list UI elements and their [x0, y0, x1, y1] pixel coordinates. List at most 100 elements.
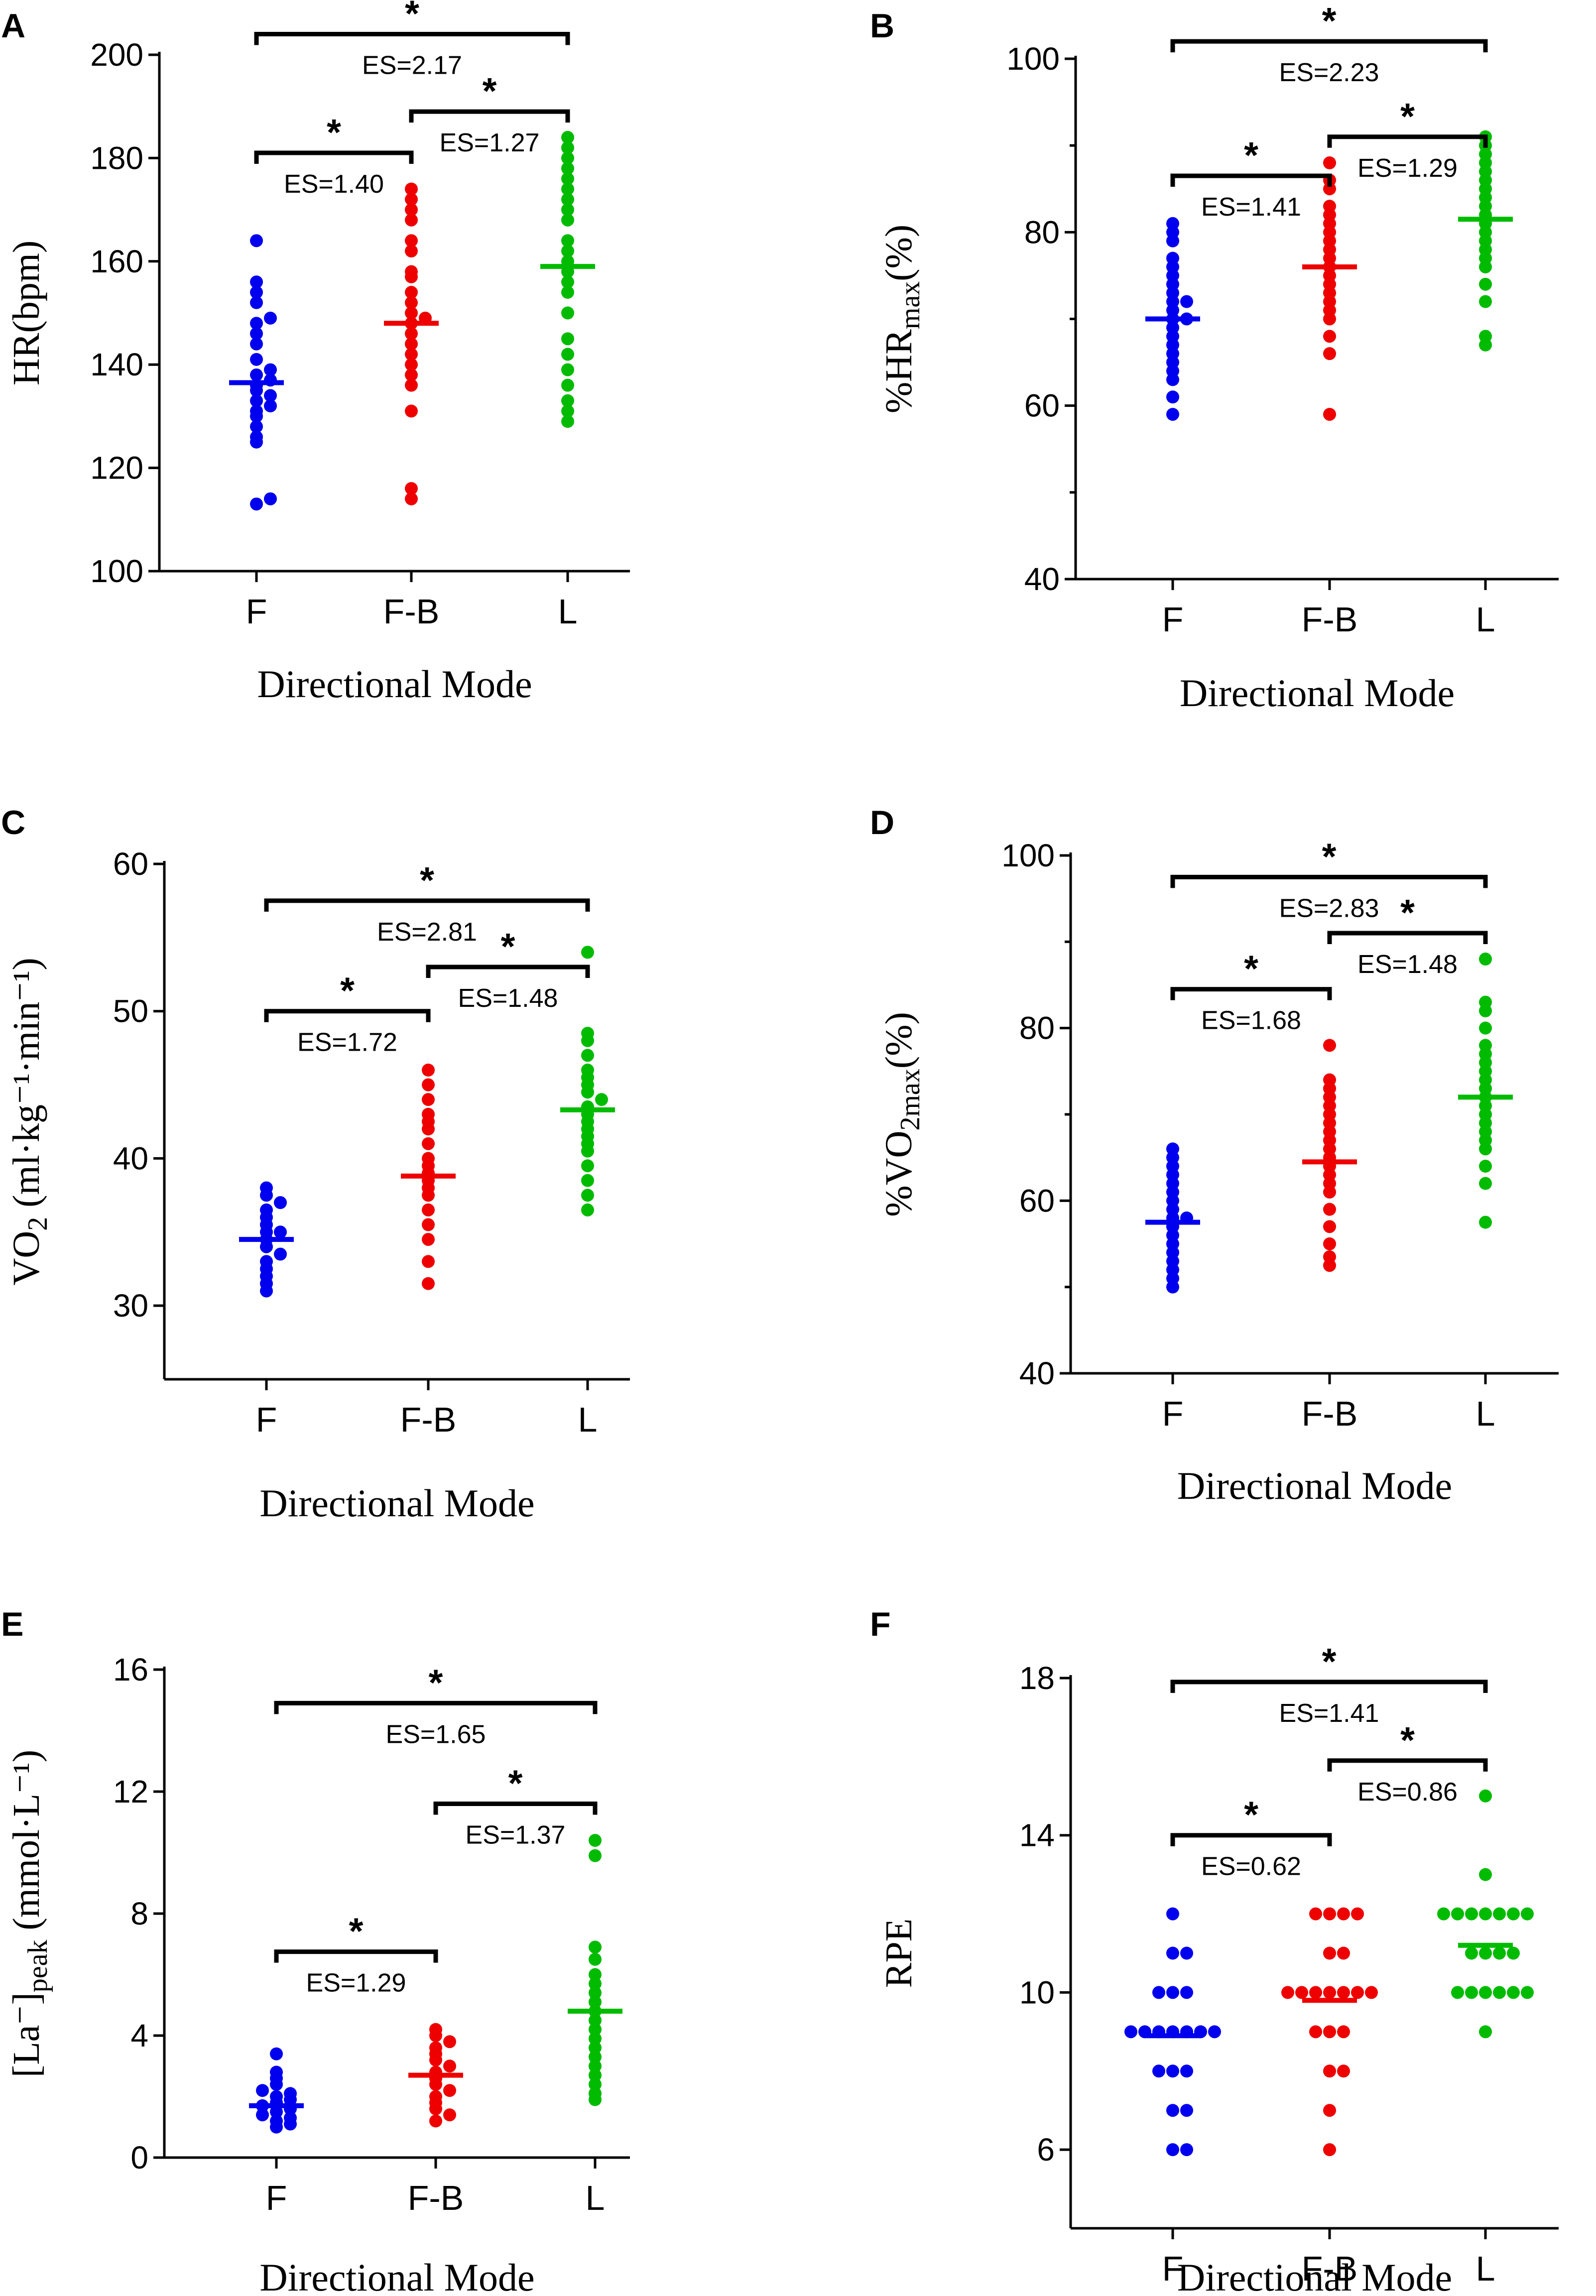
y-tick-label: 80 — [1024, 214, 1060, 250]
data-point — [561, 286, 574, 299]
data-point — [1451, 1986, 1464, 1999]
data-point — [422, 1137, 435, 1150]
effect-size-label: ES=1.48 — [1357, 950, 1458, 979]
data-point — [1166, 408, 1179, 421]
data-point — [1323, 1907, 1336, 1921]
data-point — [1152, 2064, 1165, 2078]
comparison-bracket: * ES=2.81 — [264, 859, 590, 947]
data-point — [1323, 156, 1336, 169]
data-point — [1180, 2143, 1193, 2157]
data-point — [1521, 1907, 1534, 1921]
data-point — [405, 193, 418, 206]
bracket-line — [1170, 874, 1488, 888]
y-tick-label: 10 — [1019, 1974, 1055, 2010]
data-point — [1337, 2025, 1350, 2039]
data-point — [443, 2035, 456, 2049]
data-point — [250, 337, 263, 351]
x-axis-title: Directional Mode — [1180, 671, 1455, 715]
data-point — [250, 327, 263, 340]
data-point — [561, 130, 574, 144]
significance-star: * — [1400, 892, 1415, 933]
data-point — [581, 1027, 594, 1040]
y-axis-title-unit: (mmol·L⁻¹) — [5, 1750, 47, 1940]
effect-size-label: ES=1.41 — [1279, 1699, 1379, 1728]
data-point — [1493, 1986, 1506, 1999]
x-tick-label: F-B — [383, 592, 440, 631]
data-point — [581, 1189, 594, 1202]
data-point — [561, 348, 574, 361]
data-point — [561, 234, 574, 247]
y-axis-title-base: [La⁻] — [5, 1992, 47, 2077]
data-point — [429, 2114, 442, 2128]
data-point — [260, 1255, 273, 1268]
x-tick-label: F — [246, 592, 267, 631]
data-point — [270, 2114, 283, 2128]
effect-size-label: ES=0.86 — [1357, 1778, 1458, 1807]
comparison-bracket: * ES=1.48 — [1327, 892, 1488, 979]
data-point — [1309, 1907, 1322, 1921]
data-point — [264, 311, 277, 325]
y-tick-label: 4 — [130, 2018, 148, 2054]
y-tick-label: 200 — [90, 37, 143, 73]
comparison-bracket: * ES=1.37 — [433, 1763, 598, 1850]
data-point — [589, 2014, 602, 2027]
x-tick-label: L — [558, 592, 578, 631]
data-point — [561, 332, 574, 346]
data-point — [405, 203, 418, 217]
data-point — [1323, 1986, 1336, 1999]
data-point — [1479, 953, 1492, 966]
data-point — [1295, 1986, 1308, 1999]
data-point — [1323, 1237, 1336, 1250]
x-tick-label: F — [256, 1400, 277, 1439]
data-point — [1507, 1946, 1520, 1960]
y-axis-title-base: VO — [5, 1231, 47, 1286]
data-point — [250, 420, 263, 433]
data-point — [561, 182, 574, 196]
series-l — [568, 1834, 622, 2106]
y-tick-label: 60 — [1019, 1183, 1055, 1218]
comparison-bracket: * ES=2.17 — [254, 0, 570, 80]
comparison-bracket: * ES=2.83 — [1170, 836, 1488, 923]
data-point — [1465, 1986, 1478, 1999]
data-point — [1166, 1946, 1179, 1960]
data-point — [561, 394, 574, 407]
comparison-bracket: * ES=1.41 — [1170, 1641, 1488, 1728]
data-point — [589, 2059, 602, 2073]
y-tick-label: 80 — [1019, 1010, 1055, 1046]
y-tick-label: 40 — [1019, 1355, 1055, 1391]
data-point — [250, 296, 263, 309]
significance-star: * — [327, 112, 341, 153]
effect-size-label: ES=2.81 — [377, 918, 477, 947]
x-tick-label: F-B — [400, 1400, 457, 1439]
data-point — [429, 2041, 442, 2054]
data-point — [284, 2111, 297, 2125]
series-f — [229, 234, 284, 511]
data-point — [589, 2041, 602, 2054]
data-point — [1166, 251, 1179, 265]
y-axis-title-unit: (ml·kg⁻¹·min⁻¹) — [5, 958, 47, 1217]
significance-star: * — [1400, 1719, 1415, 1761]
data-point — [1309, 1986, 1322, 1999]
data-point — [1323, 330, 1336, 343]
significance-star: * — [1322, 1641, 1337, 1682]
data-point — [405, 492, 418, 505]
significance-star: * — [429, 1662, 443, 1703]
x-tick-label: F-B — [408, 2178, 464, 2217]
data-point — [422, 1078, 435, 1091]
data-point — [260, 1181, 273, 1195]
data-point — [589, 1995, 602, 2009]
data-point — [1323, 1073, 1336, 1087]
data-point — [1152, 1986, 1165, 1999]
y-tick-label: 18 — [1019, 1660, 1055, 1696]
data-point — [1166, 217, 1179, 230]
x-tick-label: F — [1162, 600, 1184, 639]
panel-d: D 40 60 80 100 F F-B L Directional Mode %VO2max(%… — [870, 804, 1559, 1507]
data-point — [405, 265, 418, 278]
series-f-b — [384, 182, 439, 505]
bracket-line — [1327, 1758, 1488, 1772]
data-point — [405, 358, 418, 371]
y-axis-title-base: RPE — [878, 1919, 920, 1988]
data-point — [1479, 1177, 1492, 1190]
data-point — [270, 2047, 283, 2060]
bracket-line — [274, 1949, 438, 1963]
